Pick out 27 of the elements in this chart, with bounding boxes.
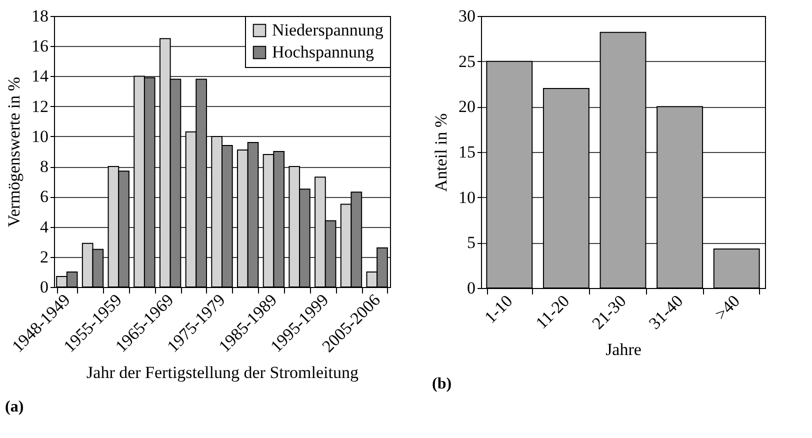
y-axis-title: Anteil in % bbox=[432, 113, 450, 192]
y-tick-label: 2 bbox=[40, 247, 48, 266]
y-tick-label: 0 bbox=[40, 278, 48, 296]
y-tick-label: 4 bbox=[40, 217, 49, 236]
text: (b) bbox=[432, 376, 452, 393]
y-tick-label: 18 bbox=[32, 6, 48, 26]
y-tick-label: 25 bbox=[458, 52, 476, 71]
y-tick-label: 10 bbox=[458, 188, 476, 207]
x-tick-label: 1-10 bbox=[480, 291, 516, 327]
text: (a) bbox=[5, 398, 24, 416]
x-axis-title: Jahr der Fertigstellung der Stromleitung bbox=[86, 363, 359, 382]
y-axis-title: Vermögenswerte in % bbox=[4, 76, 24, 228]
y-tick-label: 14 bbox=[32, 66, 49, 86]
y-tick-label: 12 bbox=[32, 96, 48, 116]
y-tick-label: 5 bbox=[467, 233, 476, 252]
y-tick-label: 15 bbox=[458, 142, 476, 162]
y-tick-label: 16 bbox=[32, 36, 48, 56]
x-tick-label: >40 bbox=[711, 291, 744, 324]
y-tick-label: 6 bbox=[40, 187, 48, 206]
y-tick-label: 30 bbox=[458, 6, 476, 26]
legend-label: Niederspannung bbox=[272, 20, 384, 40]
y-tick-label: 20 bbox=[458, 97, 476, 116]
y-tick-label: 0 bbox=[467, 278, 476, 298]
legend-label: Hochspannung bbox=[272, 42, 374, 62]
x-axis-title: Jahre bbox=[606, 340, 642, 360]
y-tick-label: 10 bbox=[32, 126, 48, 146]
y-tick-label: 8 bbox=[40, 157, 48, 176]
